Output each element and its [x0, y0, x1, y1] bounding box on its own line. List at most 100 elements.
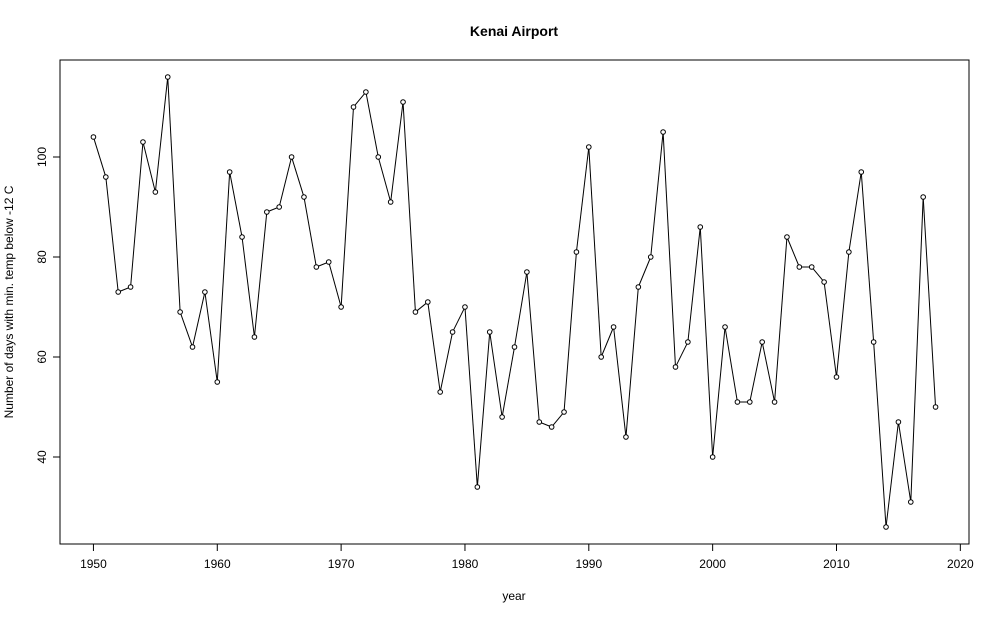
series-line-segment — [762, 344, 775, 400]
series-line-segment — [848, 174, 862, 250]
series-line-segment — [898, 424, 911, 500]
data-point — [524, 269, 530, 275]
data-point — [152, 189, 159, 195]
series-line-segment — [180, 314, 193, 345]
series-line-segment — [552, 413, 563, 426]
data-point — [610, 324, 617, 330]
series-line-segment — [464, 309, 478, 485]
data-point — [722, 324, 728, 330]
data-point — [709, 454, 716, 460]
series-line-segment — [130, 144, 144, 285]
data-point — [437, 389, 443, 395]
series-line-segment — [416, 303, 427, 311]
data-point — [164, 74, 171, 80]
x-tick-label: 1990 — [575, 557, 602, 571]
data-point — [771, 399, 778, 405]
series-line-segment — [143, 144, 156, 190]
series-line-segment — [576, 149, 590, 250]
data-point — [647, 254, 654, 260]
chart-title: Kenai Airport — [470, 23, 558, 39]
data-point — [462, 304, 468, 310]
x-tick-label: 1960 — [204, 557, 231, 571]
data-point — [623, 434, 629, 440]
data-point — [325, 259, 332, 265]
data-point — [264, 209, 270, 215]
series-line-segment — [836, 254, 850, 375]
series-line-segment — [502, 349, 515, 415]
data-point — [288, 154, 295, 160]
x-tick-label: 2020 — [947, 557, 974, 571]
series-line-segment — [279, 159, 292, 205]
series-line-segment — [268, 207, 278, 212]
x-tick-label: 1950 — [80, 557, 107, 571]
data-point — [685, 339, 691, 345]
data-point — [548, 424, 555, 430]
series-line-segment — [526, 274, 540, 420]
series-line-segment — [638, 258, 651, 286]
data-point — [115, 289, 122, 295]
data-point — [672, 364, 679, 370]
data-point — [338, 304, 344, 310]
data-point — [697, 224, 704, 230]
data-point — [276, 204, 283, 210]
data-point — [103, 174, 109, 180]
data-point — [90, 134, 97, 140]
data-point — [239, 234, 245, 240]
series-line-segment — [922, 199, 936, 405]
x-axis: 1950 1960 1970 1980 1990 2000 2010 2020 — [80, 543, 974, 571]
data-point — [598, 354, 604, 360]
data-point — [350, 104, 357, 110]
series-line-segment — [588, 149, 602, 355]
series-line-segment — [365, 94, 379, 155]
series-line-segment — [216, 174, 231, 380]
series-line-segment — [192, 294, 205, 345]
x-tick-label: 1980 — [452, 557, 479, 571]
data-point — [635, 284, 642, 290]
y-tick-label: 80 — [35, 250, 49, 264]
data-point — [846, 249, 852, 255]
data-point — [734, 399, 741, 405]
series-line-segment — [910, 199, 924, 500]
series-line-segment — [650, 134, 664, 255]
series-line-segment — [303, 199, 317, 265]
data-point — [883, 524, 889, 530]
data-point — [375, 154, 382, 160]
data-point — [313, 264, 320, 270]
x-axis-label: year — [502, 589, 525, 603]
series-line-segment — [687, 229, 701, 340]
data-point — [759, 339, 765, 345]
data-point — [920, 194, 926, 200]
data-point — [821, 279, 827, 285]
series-line-segment — [477, 334, 491, 485]
data-point — [796, 264, 803, 270]
y-tick-label: 60 — [35, 350, 49, 364]
data-point — [474, 484, 481, 490]
data-point — [140, 139, 146, 145]
series-line-segment — [749, 344, 763, 400]
data-point — [932, 404, 939, 410]
data-point — [746, 399, 753, 405]
series-line-segment — [541, 422, 550, 427]
data-point — [177, 309, 183, 315]
data-point — [301, 194, 307, 200]
series-line-segment — [625, 289, 639, 435]
series-line-segment — [390, 104, 404, 200]
series-line-segment — [885, 424, 899, 525]
data-point — [214, 379, 221, 385]
data-point — [499, 414, 505, 420]
series-line-segment — [328, 264, 341, 305]
data-point — [251, 334, 258, 340]
series-line-segment — [402, 104, 416, 310]
series-line-segment — [812, 268, 824, 281]
data-point — [586, 144, 592, 150]
series-line-segment — [120, 287, 129, 292]
data-point — [858, 169, 865, 175]
data-point — [511, 344, 518, 350]
series-line-segment — [204, 294, 218, 380]
series-line-segment — [291, 159, 304, 195]
series-line-segment — [440, 334, 453, 390]
series-line-segment — [676, 343, 688, 366]
series-line-segment — [105, 179, 119, 290]
y-axis: 40 60 80 100 — [35, 147, 61, 464]
